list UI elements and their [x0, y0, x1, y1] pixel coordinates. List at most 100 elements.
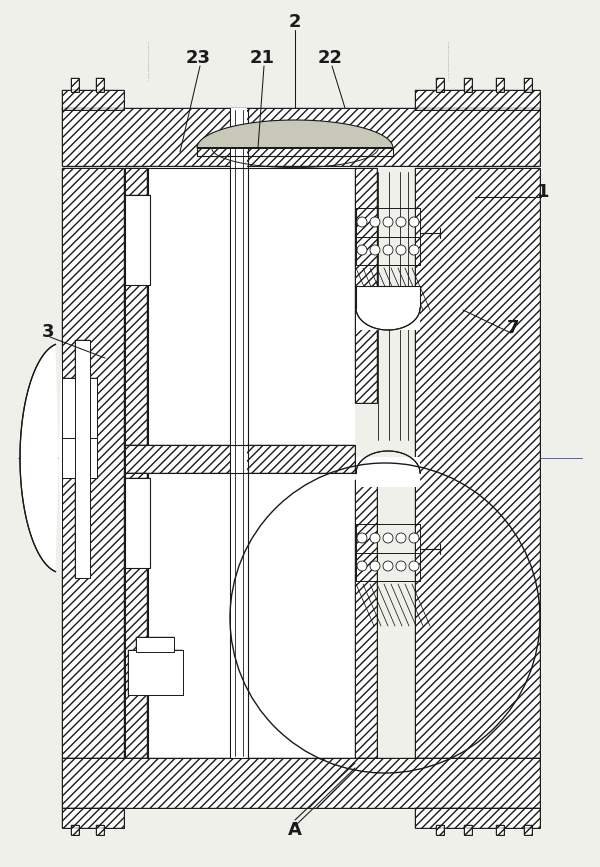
Bar: [96, 825, 104, 835]
Bar: [71, 825, 79, 835]
Text: 23: 23: [185, 49, 211, 67]
Bar: [355, 480, 377, 758]
Text: 22: 22: [317, 49, 343, 67]
Bar: [62, 168, 124, 758]
Bar: [125, 473, 147, 758]
Bar: [355, 480, 377, 758]
Bar: [125, 168, 147, 445]
Bar: [62, 168, 124, 758]
Bar: [96, 78, 104, 92]
Bar: [125, 195, 150, 285]
Bar: [128, 650, 183, 695]
Bar: [62, 108, 540, 166]
Bar: [355, 168, 377, 403]
Circle shape: [370, 217, 380, 227]
Bar: [62, 378, 97, 438]
Bar: [62, 758, 540, 808]
Bar: [125, 478, 150, 568]
Bar: [125, 445, 355, 473]
Circle shape: [396, 561, 406, 571]
Bar: [71, 825, 79, 835]
Bar: [496, 78, 504, 92]
Bar: [125, 168, 147, 445]
Text: 2: 2: [289, 13, 301, 31]
Bar: [62, 808, 124, 828]
Bar: [524, 78, 532, 92]
Bar: [62, 808, 124, 828]
Bar: [125, 195, 150, 285]
Polygon shape: [197, 120, 393, 148]
Circle shape: [409, 533, 419, 543]
Bar: [125, 195, 150, 285]
Bar: [524, 825, 532, 835]
Bar: [96, 825, 104, 835]
Bar: [125, 473, 147, 758]
Bar: [125, 478, 150, 568]
Bar: [464, 78, 472, 92]
Bar: [524, 78, 532, 92]
Bar: [62, 758, 540, 808]
Bar: [464, 825, 472, 835]
Bar: [148, 168, 355, 445]
Bar: [231, 108, 247, 758]
Bar: [82, 350, 87, 560]
Text: 21: 21: [250, 49, 275, 67]
Bar: [356, 286, 420, 330]
Bar: [96, 78, 104, 92]
Bar: [436, 78, 444, 92]
Bar: [62, 438, 97, 478]
Text: A: A: [288, 821, 302, 839]
Bar: [496, 78, 504, 92]
Bar: [415, 90, 540, 110]
Bar: [496, 825, 504, 835]
Bar: [524, 825, 532, 835]
Bar: [496, 825, 504, 835]
Bar: [62, 108, 540, 166]
Circle shape: [357, 245, 367, 255]
Bar: [356, 457, 420, 487]
Bar: [128, 650, 183, 695]
Circle shape: [383, 533, 393, 543]
Circle shape: [396, 245, 406, 255]
Bar: [436, 825, 444, 835]
Circle shape: [409, 217, 419, 227]
Bar: [71, 78, 79, 92]
Text: 1: 1: [537, 183, 549, 201]
Bar: [436, 78, 444, 92]
Circle shape: [370, 561, 380, 571]
Bar: [464, 78, 472, 92]
Circle shape: [357, 217, 367, 227]
Bar: [136, 637, 174, 652]
Circle shape: [370, 533, 380, 543]
Circle shape: [409, 561, 419, 571]
Bar: [62, 378, 97, 438]
Bar: [136, 637, 174, 652]
Bar: [125, 478, 150, 568]
Bar: [148, 473, 355, 758]
Circle shape: [383, 245, 393, 255]
Bar: [62, 378, 97, 438]
Polygon shape: [20, 343, 62, 573]
Circle shape: [396, 533, 406, 543]
Bar: [436, 825, 444, 835]
Bar: [71, 78, 79, 92]
Circle shape: [357, 561, 367, 571]
Bar: [125, 168, 147, 445]
Bar: [125, 445, 355, 473]
Bar: [136, 637, 174, 652]
Bar: [415, 808, 540, 828]
Circle shape: [409, 245, 419, 255]
Bar: [464, 825, 472, 835]
Circle shape: [357, 533, 367, 543]
Bar: [415, 168, 540, 758]
Text: 3: 3: [42, 323, 54, 341]
Bar: [75, 340, 90, 578]
Bar: [415, 90, 540, 110]
Bar: [62, 438, 97, 478]
Circle shape: [396, 217, 406, 227]
Bar: [415, 168, 540, 758]
Circle shape: [383, 561, 393, 571]
Bar: [62, 90, 124, 110]
Bar: [62, 90, 124, 110]
Circle shape: [370, 245, 380, 255]
